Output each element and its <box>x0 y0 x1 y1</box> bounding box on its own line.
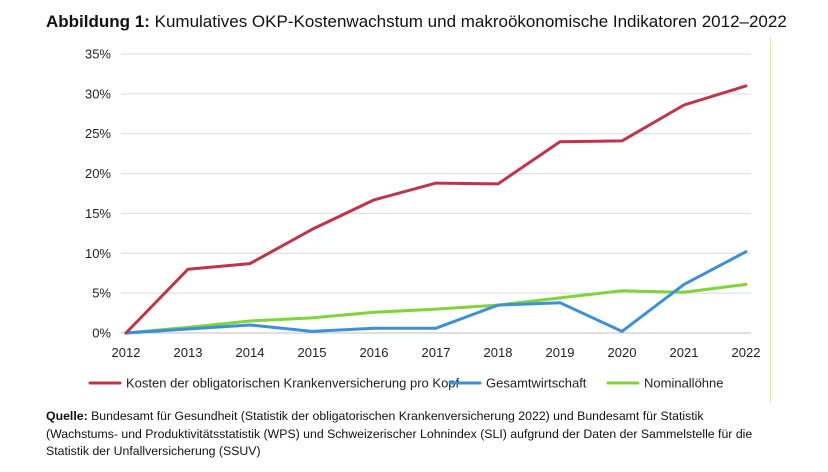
x-tick-label: 2020 <box>608 345 637 360</box>
y-tick-label: 5% <box>92 286 111 301</box>
chart-container: 0% 5% 10% 15% 20% 25% 30% 35% 2012 2013 2014 2015 2… <box>46 38 771 402</box>
series-line-3 <box>124 282 748 335</box>
x-tick-label: 2016 <box>360 345 389 360</box>
x-tick-label: 2021 <box>670 345 699 360</box>
series-lines <box>124 84 748 335</box>
y-tick-label: 10% <box>85 246 111 261</box>
x-tick-labels: 2012 2013 2014 2015 2016 2017 2018 2019 2020 2021… <box>112 345 761 360</box>
source-caption: Quelle: Bundesamt für Gesundheit (Statis… <box>46 408 776 461</box>
x-tick-label: 2014 <box>236 345 265 360</box>
line-chart: 0%5%10%15%20%25%30%35% 2012 2013 2014 2015 2… <box>85 47 761 391</box>
legend-label: Nominallöhne <box>644 376 724 391</box>
y-tick-label: 15% <box>85 206 111 221</box>
y-tick-label: 25% <box>85 126 111 141</box>
caption-text: Bundesamt für Gesundheit (Statistik der … <box>46 409 753 458</box>
legend-label: Kosten der obligatorischen Krankenversic… <box>126 376 460 391</box>
y-tick-label: 0% <box>92 326 111 341</box>
x-tick-label: 2022 <box>732 345 761 360</box>
y-tick-labels: 0% 5% 10% 15% 20% 25% 30% 35% <box>85 47 111 341</box>
x-tick-label: 2017 <box>422 345 451 360</box>
series-line-2 <box>124 250 748 335</box>
caption-label: Quelle: <box>46 409 88 423</box>
figure-label: Abbildung 1: <box>46 12 150 31</box>
legend-label: Gesamtwirtschaft <box>486 376 587 391</box>
figure-title-text: Kumulatives OKP-Kostenwachstum und makro… <box>154 12 787 31</box>
figure-title: Abbildung 1: Kumulatives OKP-Kostenwachs… <box>46 12 787 32</box>
x-tick-label: 2015 <box>298 345 327 360</box>
x-tick-label: 2012 <box>112 345 141 360</box>
legend: Kosten der obligatorischen Krankenversic… <box>88 376 724 391</box>
grid-lines <box>121 53 751 334</box>
x-tick-label: 2013 <box>174 345 203 360</box>
x-tick-label: 2019 <box>546 345 575 360</box>
y-tick-label: 20% <box>85 166 111 181</box>
y-tick-label: 30% <box>85 86 111 101</box>
x-tick-label: 2018 <box>484 345 513 360</box>
y-tick-label: 35% <box>85 47 111 62</box>
series-line-1 <box>124 84 748 335</box>
